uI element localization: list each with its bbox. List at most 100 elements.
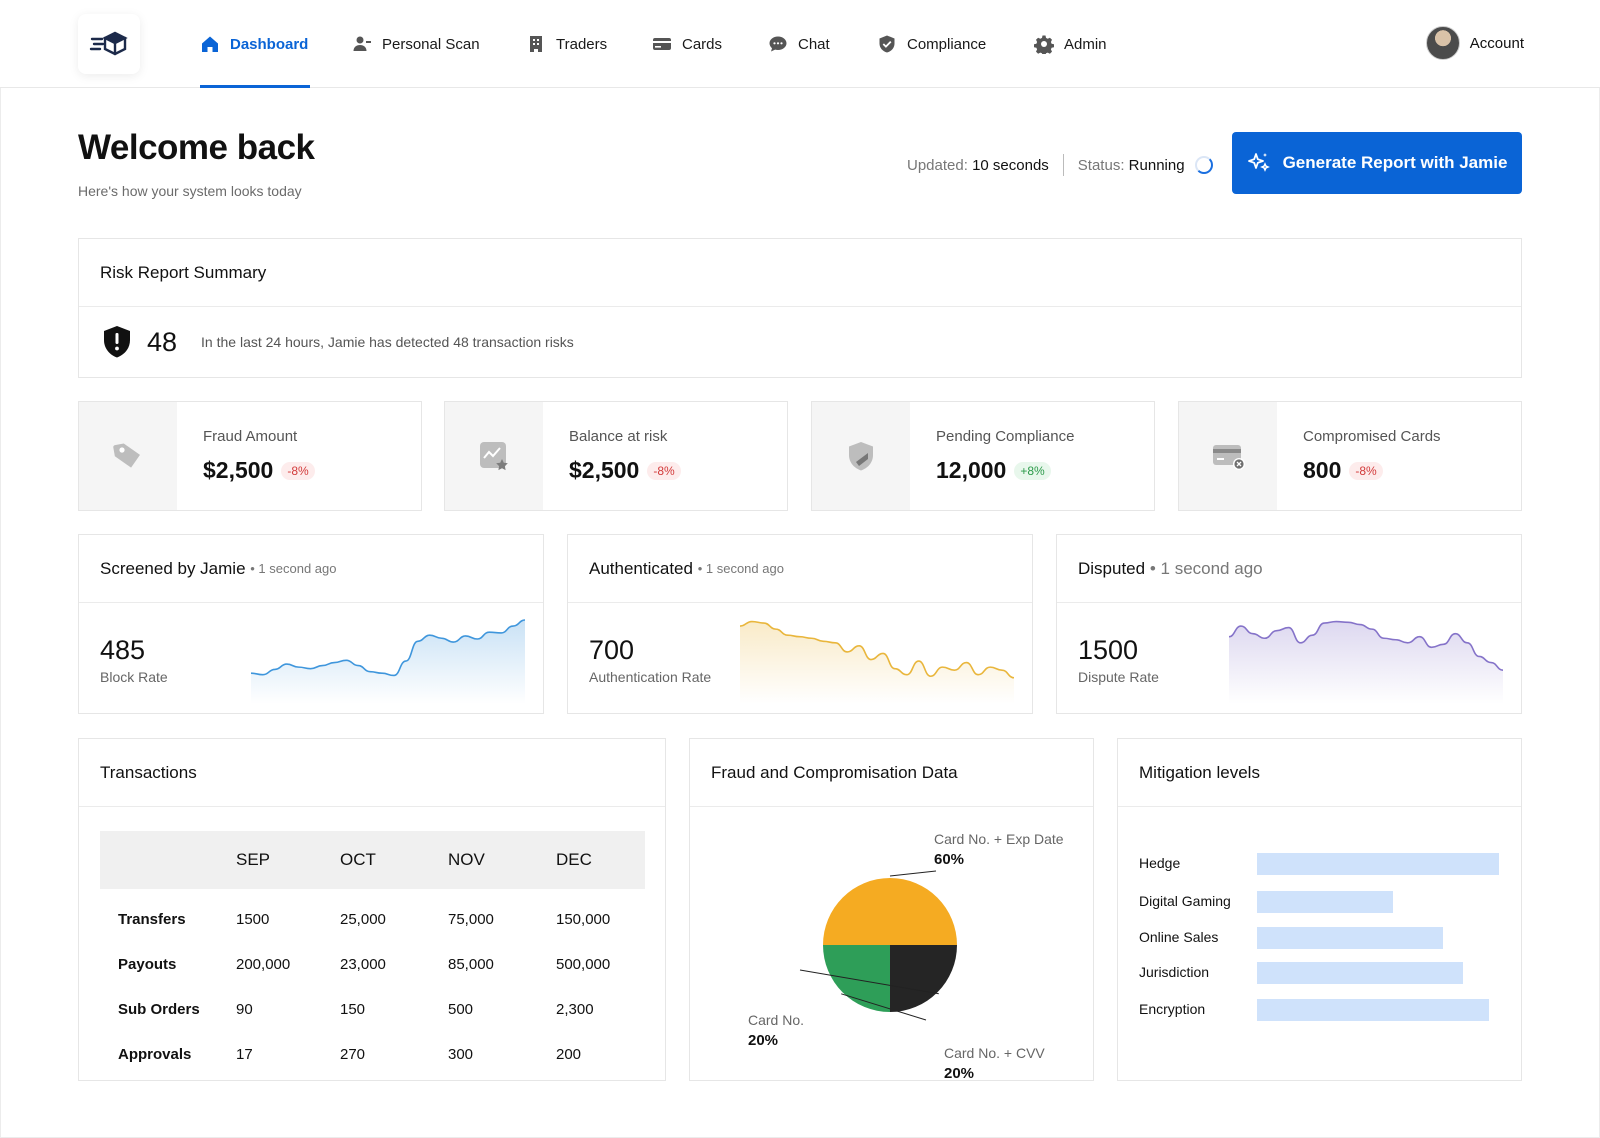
sparkle-icon <box>1247 153 1270 172</box>
dispute-rate-sparkline <box>1228 620 1504 704</box>
app-logo[interactable] <box>78 14 140 74</box>
block-rate-sparkline <box>250 619 526 704</box>
sparkline-area <box>251 620 525 704</box>
mitigation-bar <box>1257 999 1489 1021</box>
stat-label: Compromised Cards <box>1303 428 1441 445</box>
status-divider <box>1062 154 1064 176</box>
stat-card-compromised-cards[interactable]: Compromised Cards 800 -8% <box>1178 401 1522 511</box>
nav-personal-scan[interactable]: Personal Scan <box>352 0 480 88</box>
generate-report-label: Generate Report with Jamie <box>1282 153 1508 172</box>
table-cell: 85,000 <box>448 956 494 973</box>
pie-percent-label: 60% <box>934 851 964 868</box>
updated-label: Updated: <box>907 156 968 174</box>
screened-label: Block Rate <box>100 669 168 685</box>
updated-value: 10 seconds <box>972 156 1049 174</box>
disputed-card: Disputed • 1 second ago 1500 Dispute Rat… <box>1056 534 1522 714</box>
pie-percent-label: 20% <box>944 1065 974 1080</box>
row-label: Sub Orders <box>118 1001 200 1018</box>
transactions-table: SEP OCT NOV DEC Transfers 1500 25,000 75… <box>100 831 645 1077</box>
sparkline-line <box>250 619 526 677</box>
nav-cards[interactable]: Cards <box>652 0 722 88</box>
table-cell: 150 <box>340 1001 366 1018</box>
column-header: SEP <box>236 831 340 889</box>
status-label: Status: <box>1077 156 1125 174</box>
table-cell: 25,000 <box>340 911 386 928</box>
stat-card-pending-compliance[interactable]: Pending Compliance 12,000 +8% <box>811 401 1155 511</box>
authenticated-timestamp: • 1 second ago <box>697 561 784 576</box>
sparkline-line <box>1228 620 1504 671</box>
stat-icon-container <box>1179 402 1277 510</box>
table-cell: 23,000 <box>340 956 386 973</box>
row-label: Payouts <box>118 956 177 973</box>
mitigation-label: Jurisdiction <box>1139 964 1210 980</box>
status-value: Running <box>1128 156 1185 174</box>
mitigation-card: Mitigation levels Hedge Digital Gaming Onl… <box>1117 738 1522 1081</box>
fraud-pie-chart: Card No. + Exp Date 60% Card No. + CVV 20% C… <box>748 831 1064 1080</box>
mitigation-bar <box>1257 962 1463 984</box>
stat-value: $2,500 <box>569 457 640 483</box>
pie-label: Card No. + Exp Date <box>934 831 1064 847</box>
pie-label: Card No. <box>748 1012 804 1028</box>
screened-card: Screened by Jamie • 1 second ago 485 Blo… <box>78 534 544 714</box>
account-menu[interactable]: Account <box>1425 26 1524 60</box>
pie-percent-label: 20% <box>748 1032 778 1049</box>
nav-dashboard-label: Dashboard <box>230 35 309 53</box>
table-cell: 1500 <box>236 911 270 928</box>
nav-dashboard[interactable]: Dashboard <box>200 0 308 88</box>
sparkline-area <box>740 621 1014 704</box>
generate-report-button[interactable]: Generate Report with Jamie <box>1232 132 1522 194</box>
pie-slice[interactable] <box>823 878 957 945</box>
column-header: OCT <box>340 831 448 889</box>
authenticated-card-header: Authenticated • 1 second ago <box>568 535 1032 603</box>
change-badge: -8% <box>647 461 681 480</box>
mitigation-label: Online Sales <box>1139 929 1219 945</box>
nav-compliance[interactable]: Compliance <box>877 0 986 88</box>
table-cell: 75,000 <box>448 911 494 928</box>
nav-traders[interactable]: Traders <box>526 0 607 88</box>
table-header-row: SEP OCT NOV DEC <box>100 831 645 889</box>
screened-title: Screened by Jamie <box>100 558 246 578</box>
table-cell: 200 <box>556 1046 582 1063</box>
authenticated-card: Authenticated • 1 second ago 700 Authent… <box>567 534 1033 714</box>
stat-card-balance-at-risk[interactable]: Balance at risk $2,500 -8% <box>444 401 788 511</box>
authentication-rate-sparkline <box>739 620 1015 704</box>
table-row: Sub Orders 90 150 500 2,300 <box>100 987 645 1032</box>
mitigation-bar <box>1257 853 1499 875</box>
nav-admin[interactable]: Admin <box>1034 0 1107 88</box>
table-cell: 270 <box>340 1046 366 1063</box>
nav-cards-label: Cards <box>682 35 723 53</box>
stat-value: 12,000 <box>936 457 1007 483</box>
pie-slice[interactable] <box>890 945 957 1012</box>
pie-leader-line <box>799 969 939 995</box>
disputed-value: 1500 <box>1078 635 1139 665</box>
pie-slice[interactable] <box>823 945 890 1012</box>
user-icon <box>353 36 371 51</box>
risk-summary-card: Risk Report Summary 48 In the last 24 ho… <box>78 238 1522 378</box>
account-label: Account <box>1469 34 1524 52</box>
gear-icon <box>1034 35 1054 54</box>
mitigation-title: Mitigation levels <box>1118 739 1521 807</box>
mitigation-label: Hedge <box>1139 855 1181 871</box>
shield-check-icon <box>849 442 873 471</box>
pie-label: Card No. + CVV <box>944 1045 1045 1061</box>
page-title: Welcome back <box>78 128 315 167</box>
disputed-label: Dispute Rate <box>1078 669 1159 685</box>
nav-chat[interactable]: Chat <box>768 0 830 88</box>
fraud-data-title: Fraud and Compromisation Data <box>690 739 1093 807</box>
active-tab-indicator <box>200 85 310 88</box>
row-label: Approvals <box>118 1046 192 1063</box>
stat-icon-container <box>445 402 543 510</box>
avatar[interactable] <box>1425 26 1460 60</box>
change-badge: +8% <box>1014 461 1051 480</box>
tag-icon <box>113 443 140 468</box>
risk-summary-body: 48 In the last 24 hours, Jamie has detec… <box>79 307 1521 377</box>
nav-traders-label: Traders <box>556 35 608 53</box>
stat-card-fraud-amount[interactable]: Fraud Amount $2,500 -8% <box>78 401 422 511</box>
shield-alert-icon <box>104 326 130 358</box>
mitigation-label: Digital Gaming <box>1139 893 1231 909</box>
risk-summary-title: Risk Report Summary <box>79 239 1521 307</box>
table-cell: 300 <box>448 1046 474 1063</box>
table-cell: 150,000 <box>556 911 611 928</box>
nav-admin-label: Admin <box>1064 35 1107 53</box>
pie-leader-line <box>841 993 927 1021</box>
